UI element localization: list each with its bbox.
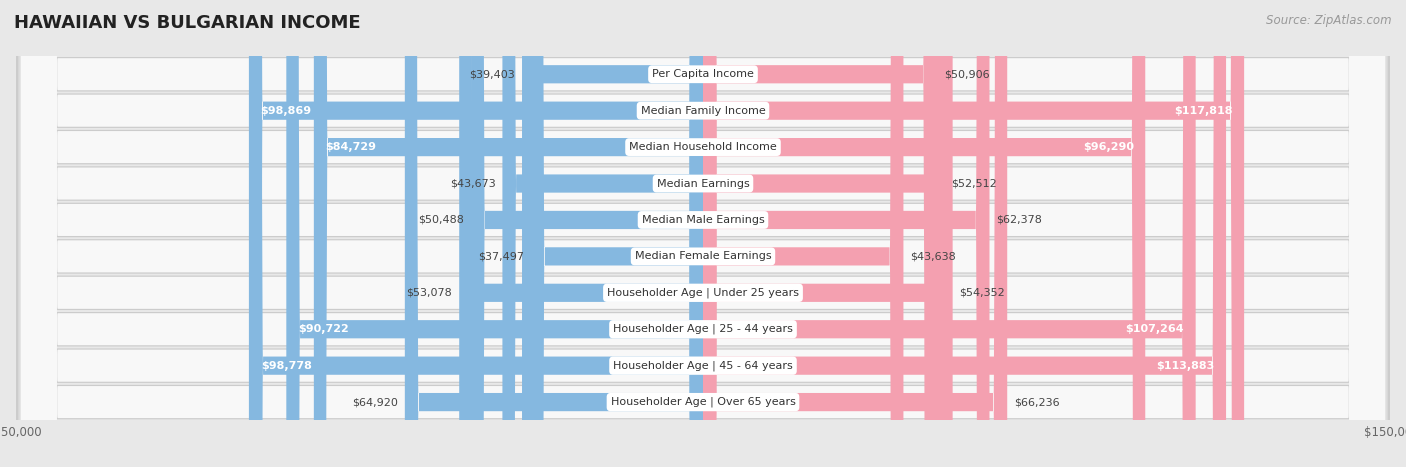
FancyBboxPatch shape: [17, 0, 1389, 467]
FancyBboxPatch shape: [703, 0, 936, 467]
FancyBboxPatch shape: [17, 0, 1389, 467]
Text: $54,352: $54,352: [959, 288, 1005, 298]
Text: $113,883: $113,883: [1156, 361, 1215, 371]
FancyBboxPatch shape: [21, 0, 1385, 467]
FancyBboxPatch shape: [703, 0, 1146, 467]
Text: HAWAIIAN VS BULGARIAN INCOME: HAWAIIAN VS BULGARIAN INCOME: [14, 14, 361, 32]
Text: $39,403: $39,403: [470, 69, 515, 79]
FancyBboxPatch shape: [17, 0, 1389, 467]
Text: $107,264: $107,264: [1126, 324, 1184, 334]
FancyBboxPatch shape: [531, 0, 703, 467]
FancyBboxPatch shape: [249, 0, 703, 467]
FancyBboxPatch shape: [405, 0, 703, 467]
FancyBboxPatch shape: [522, 0, 703, 467]
FancyBboxPatch shape: [21, 0, 1385, 467]
FancyBboxPatch shape: [502, 0, 703, 467]
Text: $37,497: $37,497: [478, 251, 524, 262]
FancyBboxPatch shape: [17, 0, 1389, 467]
Text: $96,290: $96,290: [1083, 142, 1133, 152]
Text: Householder Age | Over 65 years: Householder Age | Over 65 years: [610, 397, 796, 407]
FancyBboxPatch shape: [21, 0, 1385, 467]
FancyBboxPatch shape: [17, 0, 1389, 467]
FancyBboxPatch shape: [703, 0, 953, 467]
Text: $50,488: $50,488: [419, 215, 464, 225]
FancyBboxPatch shape: [17, 0, 1389, 467]
FancyBboxPatch shape: [703, 0, 945, 467]
Text: $90,722: $90,722: [298, 324, 349, 334]
FancyBboxPatch shape: [17, 0, 1389, 467]
Text: $43,673: $43,673: [450, 178, 495, 189]
FancyBboxPatch shape: [471, 0, 703, 467]
FancyBboxPatch shape: [703, 0, 990, 467]
Text: $62,378: $62,378: [997, 215, 1042, 225]
FancyBboxPatch shape: [287, 0, 703, 467]
FancyBboxPatch shape: [21, 0, 1385, 467]
FancyBboxPatch shape: [703, 0, 1007, 467]
Text: $117,818: $117,818: [1174, 106, 1233, 116]
Text: Per Capita Income: Per Capita Income: [652, 69, 754, 79]
Text: Median Male Earnings: Median Male Earnings: [641, 215, 765, 225]
FancyBboxPatch shape: [249, 0, 703, 467]
FancyBboxPatch shape: [17, 0, 1389, 467]
FancyBboxPatch shape: [21, 0, 1385, 467]
Text: Householder Age | 45 - 64 years: Householder Age | 45 - 64 years: [613, 361, 793, 371]
FancyBboxPatch shape: [21, 0, 1385, 467]
FancyBboxPatch shape: [703, 0, 1195, 467]
Text: $52,512: $52,512: [950, 178, 997, 189]
Text: $43,638: $43,638: [910, 251, 956, 262]
FancyBboxPatch shape: [17, 0, 1389, 467]
Text: $98,869: $98,869: [260, 106, 312, 116]
Text: Householder Age | 25 - 44 years: Householder Age | 25 - 44 years: [613, 324, 793, 334]
Text: Median Earnings: Median Earnings: [657, 178, 749, 189]
FancyBboxPatch shape: [314, 0, 703, 467]
Text: $98,778: $98,778: [260, 361, 312, 371]
FancyBboxPatch shape: [17, 0, 1389, 467]
FancyBboxPatch shape: [460, 0, 703, 467]
Text: Householder Age | Under 25 years: Householder Age | Under 25 years: [607, 288, 799, 298]
Text: Median Family Income: Median Family Income: [641, 106, 765, 116]
Text: $64,920: $64,920: [352, 397, 398, 407]
Text: Median Female Earnings: Median Female Earnings: [634, 251, 772, 262]
Text: $66,236: $66,236: [1014, 397, 1060, 407]
Text: Median Household Income: Median Household Income: [628, 142, 778, 152]
Text: $53,078: $53,078: [406, 288, 453, 298]
Text: $84,729: $84,729: [325, 142, 377, 152]
FancyBboxPatch shape: [21, 0, 1385, 467]
Text: $50,906: $50,906: [943, 69, 990, 79]
FancyBboxPatch shape: [703, 0, 1226, 467]
Text: Source: ZipAtlas.com: Source: ZipAtlas.com: [1267, 14, 1392, 27]
FancyBboxPatch shape: [703, 0, 1244, 467]
FancyBboxPatch shape: [21, 0, 1385, 467]
FancyBboxPatch shape: [703, 0, 904, 467]
FancyBboxPatch shape: [21, 0, 1385, 467]
FancyBboxPatch shape: [21, 0, 1385, 467]
